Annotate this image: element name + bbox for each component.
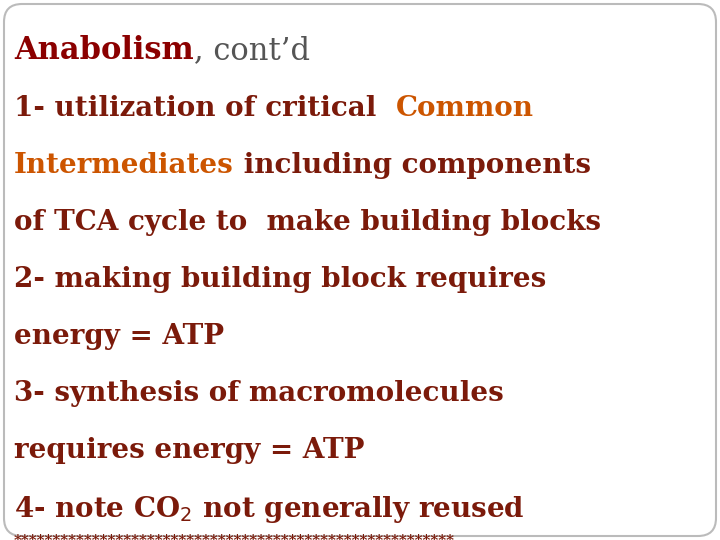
Text: 1- utilization of critical: 1- utilization of critical xyxy=(14,95,395,122)
Text: requires energy = ATP: requires energy = ATP xyxy=(14,437,364,464)
Text: 4- note CO$_2$ not generally reused: 4- note CO$_2$ not generally reused xyxy=(14,494,525,525)
FancyBboxPatch shape xyxy=(4,4,716,536)
Text: ********************************************************: ****************************************… xyxy=(14,534,455,540)
Text: Common: Common xyxy=(395,95,534,122)
Text: 2- making building block requires: 2- making building block requires xyxy=(14,266,546,293)
Text: Anabolism: Anabolism xyxy=(14,35,194,66)
Text: energy = ATP: energy = ATP xyxy=(14,323,224,350)
Text: , cont’d: , cont’d xyxy=(194,35,310,66)
Text: including components: including components xyxy=(234,152,590,179)
Text: of TCA cycle to  make building blocks: of TCA cycle to make building blocks xyxy=(14,209,601,236)
Text: Intermediates: Intermediates xyxy=(14,152,234,179)
Text: 3- synthesis of macromolecules: 3- synthesis of macromolecules xyxy=(14,380,504,407)
